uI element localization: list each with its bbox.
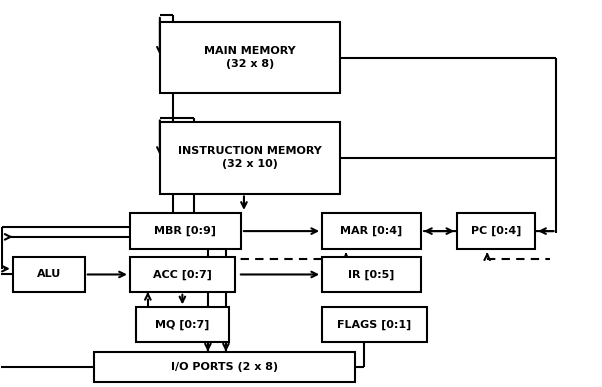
Bar: [322, 213, 421, 249]
Text: PC [0:4]: PC [0:4]: [471, 226, 521, 236]
Text: MAIN MEMORY
(32 x 8): MAIN MEMORY (32 x 8): [204, 46, 296, 69]
Text: INSTRUCTION MEMORY
(32 x 10): INSTRUCTION MEMORY (32 x 10): [178, 146, 322, 169]
Text: MBR [0:9]: MBR [0:9]: [154, 226, 216, 236]
Bar: [322, 257, 421, 292]
Text: MAR [0:4]: MAR [0:4]: [341, 226, 403, 236]
Text: I/O PORTS (2 x 8): I/O PORTS (2 x 8): [171, 362, 278, 372]
Text: ALU: ALU: [37, 269, 61, 279]
Bar: [322, 307, 427, 342]
Text: MQ [0:7]: MQ [0:7]: [155, 320, 209, 330]
Bar: [130, 213, 241, 249]
Text: ACC [0:7]: ACC [0:7]: [153, 269, 212, 280]
Bar: [94, 352, 355, 382]
Bar: [160, 122, 340, 194]
Bar: [457, 213, 535, 249]
Text: IR [0:5]: IR [0:5]: [349, 269, 395, 280]
Bar: [160, 22, 340, 93]
Bar: [136, 307, 229, 342]
Text: FLAGS [0:1]: FLAGS [0:1]: [338, 320, 412, 330]
Bar: [13, 257, 85, 292]
Bar: [130, 257, 235, 292]
